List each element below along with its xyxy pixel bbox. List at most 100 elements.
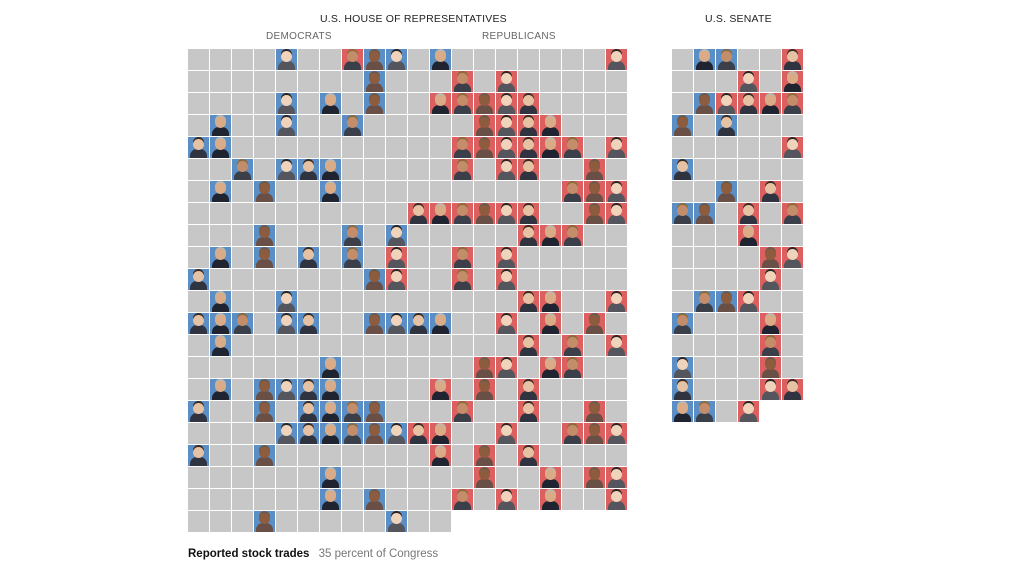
house-member-no-trades bbox=[188, 357, 209, 378]
house-member-no-trades bbox=[430, 357, 451, 378]
house-member-no-trades bbox=[584, 291, 605, 312]
house-member-no-trades bbox=[320, 115, 341, 136]
portrait-face bbox=[479, 447, 490, 458]
portrait-face bbox=[611, 469, 622, 480]
portrait-face bbox=[523, 447, 534, 458]
house-member-no-trades bbox=[320, 269, 341, 290]
house-member-no-trades bbox=[364, 115, 385, 136]
house-republican-portrait bbox=[540, 291, 561, 312]
senate-member-no-trades bbox=[694, 313, 715, 334]
house-member-no-trades bbox=[408, 335, 429, 356]
portrait-torso bbox=[410, 435, 427, 444]
house-member-no-trades bbox=[408, 49, 429, 70]
house-member-no-trades bbox=[540, 71, 561, 92]
portrait-torso bbox=[674, 413, 691, 422]
portrait-torso bbox=[520, 105, 537, 114]
house-member-no-trades bbox=[562, 379, 583, 400]
portrait-torso bbox=[542, 479, 559, 488]
portrait-face bbox=[259, 381, 270, 392]
portrait-torso bbox=[740, 215, 757, 224]
portrait-torso bbox=[366, 281, 383, 290]
portrait-torso bbox=[322, 193, 339, 202]
house-member-no-trades bbox=[210, 203, 231, 224]
portrait-torso bbox=[476, 479, 493, 488]
house-member-no-trades bbox=[584, 71, 605, 92]
house-member-no-trades bbox=[276, 137, 297, 158]
portrait-torso bbox=[256, 259, 273, 268]
house-member-no-trades bbox=[408, 291, 429, 312]
house-member-no-trades bbox=[188, 291, 209, 312]
portrait-torso bbox=[784, 105, 801, 114]
portrait-face bbox=[237, 315, 248, 326]
house-member-no-trades bbox=[584, 225, 605, 246]
house-member-no-trades bbox=[210, 511, 231, 532]
portrait-face bbox=[369, 95, 380, 106]
portrait-face bbox=[589, 403, 600, 414]
house-member-no-trades bbox=[298, 467, 319, 488]
house-member-no-trades bbox=[386, 445, 407, 466]
portrait-torso bbox=[696, 413, 713, 422]
senate-republican-portrait bbox=[782, 93, 803, 114]
house-member-no-trades bbox=[320, 225, 341, 246]
house-member-no-trades bbox=[342, 357, 363, 378]
house-member-no-trades bbox=[254, 49, 275, 70]
senate-democrat-portrait bbox=[672, 159, 693, 180]
portrait-face bbox=[787, 139, 798, 150]
portrait-face bbox=[545, 227, 556, 238]
portrait-face bbox=[479, 95, 490, 106]
house-member-no-trades bbox=[452, 115, 473, 136]
house-member-no-trades bbox=[298, 291, 319, 312]
house-member-no-trades bbox=[386, 159, 407, 180]
senate-democrat-portrait bbox=[716, 49, 737, 70]
house-member-no-trades bbox=[386, 203, 407, 224]
house-member-no-trades bbox=[562, 93, 583, 114]
house-member-no-trades bbox=[540, 423, 561, 444]
portrait-face bbox=[721, 95, 732, 106]
portrait-torso bbox=[278, 61, 295, 70]
portrait-torso bbox=[322, 479, 339, 488]
house-republican-portrait bbox=[496, 423, 517, 444]
house-member-no-trades bbox=[408, 489, 429, 510]
house-member-no-trades bbox=[562, 115, 583, 136]
house-title: U.S. HOUSE OF REPRESENTATIVES bbox=[320, 13, 507, 25]
house-member-no-trades bbox=[364, 445, 385, 466]
house-republican-portrait bbox=[452, 401, 473, 422]
senate-democrat-portrait bbox=[716, 115, 737, 136]
house-republican-portrait bbox=[606, 137, 627, 158]
portrait-face bbox=[501, 315, 512, 326]
house-member-no-trades bbox=[254, 159, 275, 180]
portrait-torso bbox=[344, 237, 361, 246]
house-member-no-trades bbox=[210, 225, 231, 246]
portrait-torso bbox=[520, 237, 537, 246]
house-member-no-trades bbox=[342, 335, 363, 356]
portrait-torso bbox=[520, 149, 537, 158]
portrait-torso bbox=[234, 171, 251, 180]
house-member-no-trades bbox=[606, 115, 627, 136]
house-member-no-trades bbox=[254, 203, 275, 224]
portrait-torso bbox=[608, 479, 625, 488]
house-republican-portrait bbox=[562, 423, 583, 444]
house-member-no-trades bbox=[210, 489, 231, 510]
portrait-torso bbox=[586, 215, 603, 224]
portrait-face bbox=[677, 161, 688, 172]
senate-member-no-trades bbox=[716, 203, 737, 224]
house-empty-slot bbox=[474, 511, 495, 532]
portrait-torso bbox=[300, 325, 317, 334]
senate-title: U.S. SENATE bbox=[705, 13, 772, 25]
house-member-no-trades bbox=[232, 137, 253, 158]
house-republican-portrait bbox=[474, 115, 495, 136]
house-republican-portrait bbox=[496, 357, 517, 378]
house-democrat-portrait bbox=[298, 159, 319, 180]
senate-republican-portrait bbox=[782, 203, 803, 224]
portrait-face bbox=[523, 337, 534, 348]
portrait-face bbox=[193, 447, 204, 458]
house-democrat-portrait bbox=[188, 445, 209, 466]
portrait-face bbox=[435, 381, 446, 392]
house-republican-portrait bbox=[606, 203, 627, 224]
house-member-no-trades bbox=[232, 49, 253, 70]
house-democrat-portrait bbox=[364, 313, 385, 334]
senate-member-no-trades bbox=[694, 71, 715, 92]
house-democrat-portrait bbox=[254, 511, 275, 532]
senate-member-no-trades bbox=[738, 357, 759, 378]
portrait-face bbox=[523, 95, 534, 106]
